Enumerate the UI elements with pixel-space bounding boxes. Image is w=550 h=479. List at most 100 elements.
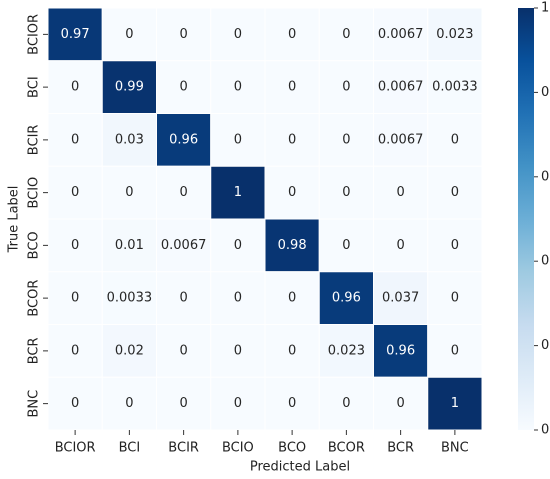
- cell: [47, 7, 103, 62]
- cell-label: 0.97: [61, 27, 90, 42]
- cell-label: 0.96: [386, 343, 415, 358]
- cell-label: 0: [234, 343, 242, 358]
- cell-label: 0: [71, 80, 79, 95]
- cell: [156, 376, 212, 431]
- colorbar-tick-label: 0.2: [541, 338, 550, 353]
- cell-label: 0: [396, 238, 404, 253]
- cell-label: 0: [179, 291, 187, 306]
- cell-label: 0: [71, 238, 79, 253]
- cell: [101, 7, 157, 62]
- cell: [264, 113, 320, 167]
- colorbar-tick-label: 0.0: [541, 423, 550, 438]
- cell-label: 0: [179, 27, 187, 42]
- cell-label: 0: [288, 27, 296, 42]
- cell: [373, 165, 429, 220]
- colorbar-tick-label: 0.6: [541, 169, 550, 184]
- cell-label: 0.01: [115, 238, 144, 253]
- cell: [210, 165, 266, 220]
- cell-label: 0: [451, 291, 459, 306]
- y-tick-label: BCIR: [27, 125, 42, 156]
- cell-label: 0: [288, 343, 296, 358]
- cell: [427, 113, 483, 167]
- cell-label: 0: [451, 132, 459, 147]
- cell-label: 0: [342, 132, 350, 147]
- cell: [156, 271, 212, 325]
- cell-label: 0: [179, 185, 187, 200]
- y-tick-label: BCO: [27, 231, 42, 259]
- cell: [156, 324, 212, 378]
- cell: [156, 113, 212, 167]
- cell-label: 0.0067: [378, 132, 424, 147]
- cell-label: 0.99: [115, 80, 144, 95]
- cell-label: 0: [342, 27, 350, 42]
- cell-label: 0: [71, 185, 79, 200]
- cell-label: 0: [288, 291, 296, 306]
- cell: [427, 60, 483, 114]
- cell-label: 0: [179, 80, 187, 95]
- cell-label: 0: [71, 291, 79, 306]
- cell-label: 0: [288, 132, 296, 147]
- cell-label: 0.02: [115, 343, 144, 358]
- cell: [427, 376, 483, 431]
- cell-label: 0: [342, 396, 350, 411]
- x-axis-label: Predicted Label: [250, 460, 350, 475]
- y-tick-label: BCOR: [27, 280, 42, 317]
- cell: [101, 113, 157, 167]
- cell: [101, 324, 157, 378]
- cell-label: 0: [71, 396, 79, 411]
- cell: [264, 376, 320, 431]
- cell-label: 0: [342, 238, 350, 253]
- cell-label: 0: [451, 343, 459, 358]
- cell-label: 0.0033: [107, 291, 153, 306]
- x-tick-label: BCR: [387, 441, 414, 456]
- cell-label: 0.98: [278, 238, 307, 253]
- y-tick-label: BCR: [27, 337, 42, 364]
- cell-label: 0.023: [328, 343, 365, 358]
- cell: [101, 271, 157, 325]
- y-axis-label: True Label: [7, 186, 22, 254]
- cell: [264, 324, 320, 378]
- cell-label: 0: [179, 396, 187, 411]
- cell-label: 0: [179, 343, 187, 358]
- cell-label: 0: [234, 80, 242, 95]
- cell: [427, 7, 483, 62]
- cell-label: 0: [125, 185, 133, 200]
- cell-label: 0: [396, 396, 404, 411]
- cell-label: 0: [234, 132, 242, 147]
- cell: [427, 324, 483, 378]
- cell-label: 0.0067: [378, 27, 424, 42]
- x-tick-label: BCOR: [328, 441, 365, 456]
- cell-label: 0.0067: [378, 80, 424, 95]
- cell: [210, 218, 266, 273]
- cell-label: 0.037: [382, 291, 419, 306]
- cell: [427, 271, 483, 325]
- cell: [210, 113, 266, 167]
- cell-label: 0: [451, 238, 459, 253]
- cell: [373, 218, 429, 273]
- cell-label: 0.96: [332, 291, 361, 306]
- cell: [373, 113, 429, 167]
- cell: [101, 60, 157, 114]
- cell: [210, 60, 266, 114]
- cell-label: 0: [342, 80, 350, 95]
- cell: [156, 165, 212, 220]
- x-tick-label: BCI: [119, 441, 141, 456]
- cell-label: 0: [288, 185, 296, 200]
- cell-label: 0.0067: [161, 238, 207, 253]
- cell-label: 0: [234, 238, 242, 253]
- cell-label: 0: [288, 80, 296, 95]
- colorbar: [518, 8, 534, 430]
- cell-label: 1: [234, 185, 242, 200]
- y-tick-label: BCIOR: [27, 14, 42, 55]
- cell: [427, 218, 483, 273]
- cell-label: 0.023: [436, 27, 473, 42]
- x-tick-label: BNC: [441, 441, 469, 456]
- cell: [373, 271, 429, 325]
- cell-label: 0: [125, 27, 133, 42]
- cell-label: 1: [451, 396, 459, 411]
- x-tick-label: BCIR: [168, 441, 199, 456]
- cell-label: 0: [125, 396, 133, 411]
- cell: [318, 271, 374, 325]
